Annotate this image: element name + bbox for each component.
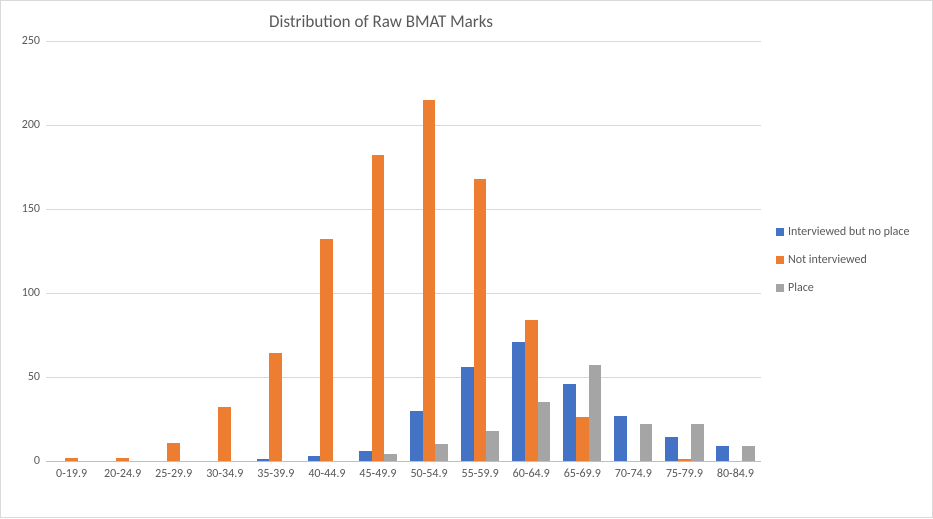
x-tick-label: 30-34.9 (206, 467, 243, 481)
bar-group (659, 41, 710, 461)
bar-group (608, 41, 659, 461)
bar-group (301, 41, 352, 461)
legend: Interviewed but no place Not interviewed P… (776, 1, 909, 519)
bar (461, 367, 474, 461)
bar (423, 100, 436, 461)
bar (640, 424, 653, 461)
bar (308, 456, 321, 461)
legend-label: Place (788, 281, 814, 295)
legend-item: Not interviewed (776, 253, 909, 267)
legend-label: Not interviewed (788, 253, 867, 267)
bar (435, 444, 448, 461)
y-tick-label: 50 (28, 370, 40, 384)
legend-swatch (776, 284, 784, 292)
bar (525, 320, 538, 461)
bar (678, 459, 691, 461)
legend-swatch (776, 228, 784, 236)
x-tick-label: 50-54.9 (410, 467, 447, 481)
y-tick-label: 0 (34, 454, 40, 468)
legend-swatch (776, 256, 784, 264)
bar (218, 407, 231, 461)
bar-group (199, 41, 250, 461)
y-tick-label: 250 (22, 34, 40, 48)
plot-area: 0501001502002500-19.920-24.925-29.930-34… (46, 41, 761, 462)
bar (372, 155, 385, 461)
bar (410, 411, 423, 461)
bar-group (404, 41, 455, 461)
y-tick-label: 200 (22, 118, 40, 132)
bar (742, 446, 755, 461)
x-tick-label: 0-19.9 (56, 467, 87, 481)
x-tick-label: 75-79.9 (666, 467, 703, 481)
x-tick-label: 20-24.9 (104, 467, 141, 481)
bar (474, 179, 487, 461)
y-tick-label: 150 (22, 202, 40, 216)
x-tick-label: 40-44.9 (308, 467, 345, 481)
bar (116, 458, 129, 461)
legend-item: Place (776, 281, 909, 295)
bar (716, 446, 729, 461)
chart-container: Distribution of Raw BMAT Marks 050100150… (0, 0, 933, 518)
bar (320, 239, 333, 461)
chart-title: Distribution of Raw BMAT Marks (1, 11, 761, 32)
bar (563, 384, 576, 461)
x-tick-label: 55-59.9 (462, 467, 499, 481)
bar (538, 402, 551, 461)
bar (65, 458, 78, 461)
x-tick-label: 65-69.9 (564, 467, 601, 481)
bar (257, 459, 270, 461)
bar (691, 424, 704, 461)
bar (384, 454, 397, 461)
bar-group (148, 41, 199, 461)
bar (589, 365, 602, 461)
bar (167, 443, 180, 461)
x-tick-label: 70-74.9 (615, 467, 652, 481)
bar-group (455, 41, 506, 461)
x-tick-label: 25-29.9 (155, 467, 192, 481)
bar-group (710, 41, 761, 461)
legend-label: Interviewed but no place (788, 225, 909, 239)
bar-group (97, 41, 148, 461)
y-tick-label: 100 (22, 286, 40, 300)
bar (512, 342, 525, 461)
bar (576, 417, 589, 461)
bar-group (557, 41, 608, 461)
x-tick-label: 60-64.9 (513, 467, 550, 481)
bar (665, 437, 678, 461)
x-tick-label: 35-39.9 (257, 467, 294, 481)
x-tick-label: 45-49.9 (359, 467, 396, 481)
bar-group (250, 41, 301, 461)
bar-group (352, 41, 403, 461)
bar (486, 431, 499, 461)
bar (269, 353, 282, 461)
bar (359, 451, 372, 461)
bar-group (506, 41, 557, 461)
bar (614, 416, 627, 461)
bar-group (46, 41, 97, 461)
x-tick-label: 80-84.9 (717, 467, 754, 481)
legend-item: Interviewed but no place (776, 225, 909, 239)
